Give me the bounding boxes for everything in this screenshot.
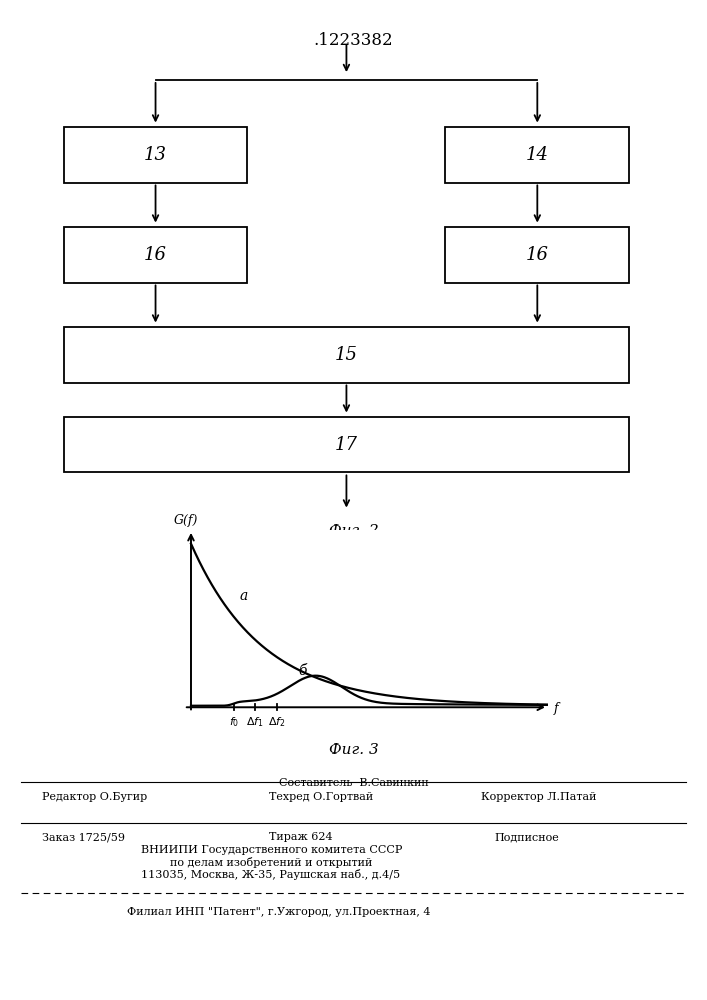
Text: ВНИИПИ Государственного комитета СССР: ВНИИПИ Государственного комитета СССР bbox=[141, 845, 403, 855]
Text: Составитель  В.Савинкин: Составитель В.Савинкин bbox=[279, 778, 428, 788]
Bar bbox=[64, 127, 247, 182]
Text: 17: 17 bbox=[335, 436, 358, 454]
Text: Тираж 624: Тираж 624 bbox=[269, 832, 332, 842]
Text: а: а bbox=[239, 589, 247, 603]
Text: 113035, Москва, Ж-35, Раушская наб., д.4/5: 113035, Москва, Ж-35, Раушская наб., д.4… bbox=[141, 869, 401, 880]
Text: Филиал ИНП "Патент", г.Ужгород, ул.Проектная, 4: Филиал ИНП "Патент", г.Ужгород, ул.Проек… bbox=[127, 907, 431, 917]
Text: Фиг. 3: Фиг. 3 bbox=[329, 743, 378, 757]
Text: Редактор О.Бугир: Редактор О.Бугир bbox=[42, 792, 148, 802]
Text: $\Delta f_2$: $\Delta f_2$ bbox=[268, 715, 286, 729]
Text: 14: 14 bbox=[526, 146, 549, 164]
Text: Техред О.Гортвай: Техред О.Гортвай bbox=[269, 792, 373, 802]
Text: по делам изобретений и открытий: по делам изобретений и открытий bbox=[170, 857, 372, 868]
Text: .1223382: .1223382 bbox=[314, 32, 393, 49]
Text: $f_0$: $f_0$ bbox=[228, 715, 239, 729]
Bar bbox=[64, 328, 629, 382]
Text: Корректор Л.Патай: Корректор Л.Патай bbox=[481, 792, 596, 802]
Text: Фиг. 2: Фиг. 2 bbox=[329, 524, 378, 538]
Text: б: б bbox=[298, 664, 307, 678]
Text: 13: 13 bbox=[144, 146, 167, 164]
Bar bbox=[445, 127, 629, 182]
Bar bbox=[64, 228, 247, 282]
Text: f: f bbox=[554, 702, 558, 715]
Text: $\Delta f_1$: $\Delta f_1$ bbox=[246, 715, 264, 729]
Text: 16: 16 bbox=[144, 246, 167, 264]
Text: 16: 16 bbox=[526, 246, 549, 264]
Text: G(f): G(f) bbox=[173, 514, 198, 527]
Bar bbox=[64, 417, 629, 472]
Text: 15: 15 bbox=[335, 346, 358, 364]
Bar bbox=[445, 228, 629, 282]
Text: Заказ 1725/59: Заказ 1725/59 bbox=[42, 832, 125, 842]
Text: Подписное: Подписное bbox=[495, 832, 560, 842]
